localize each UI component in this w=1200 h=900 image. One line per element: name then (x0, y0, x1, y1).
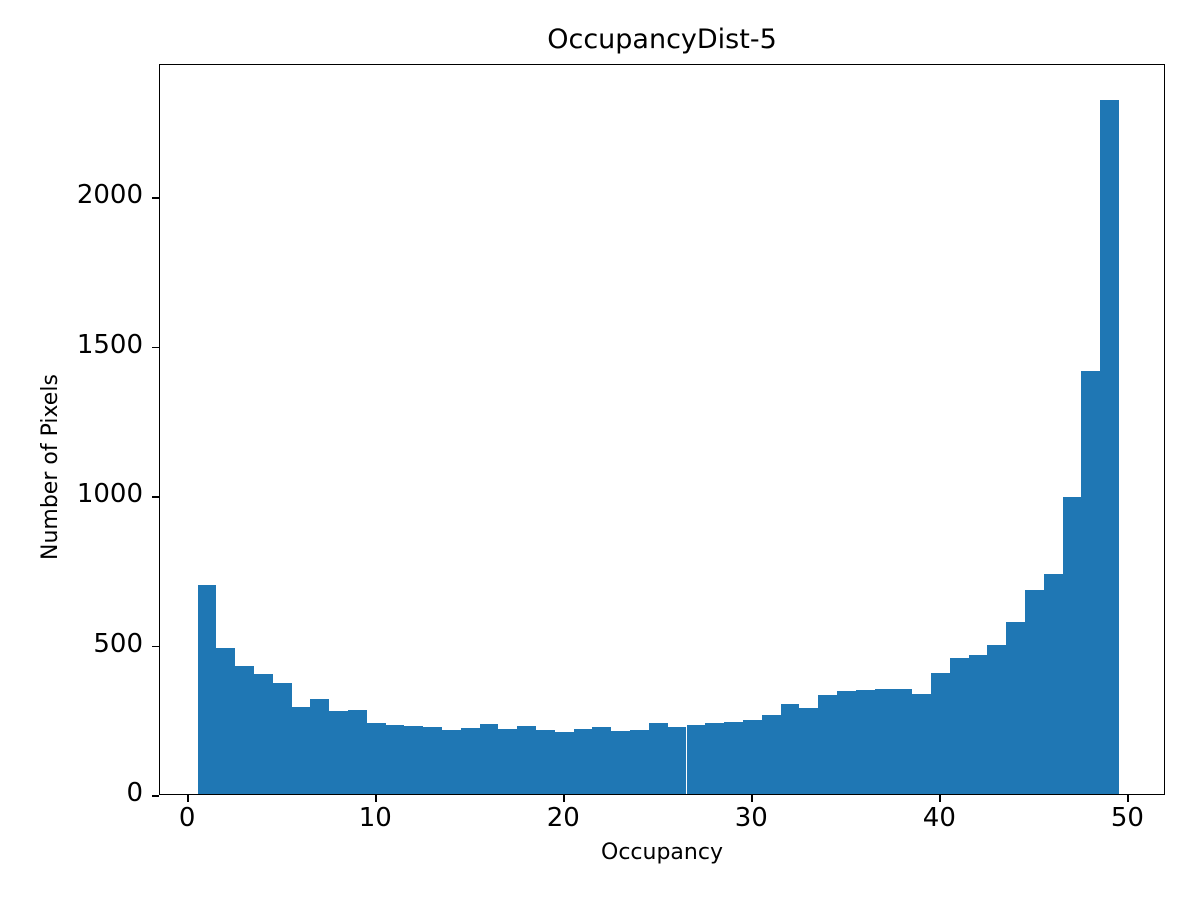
x-tick-mark (751, 795, 753, 802)
histogram-bar (968, 654, 988, 794)
histogram-bar (479, 723, 499, 794)
x-tick-label: 40 (922, 803, 956, 833)
histogram-bar (554, 732, 574, 794)
histogram-bar (254, 673, 273, 794)
x-tick-label: 10 (358, 803, 392, 833)
histogram-bar (423, 727, 443, 794)
x-tick-label: 50 (1110, 803, 1144, 833)
histogram-bar (197, 585, 217, 794)
histogram-bar (855, 689, 875, 794)
histogram-bar (836, 691, 856, 794)
histogram-bar (1062, 497, 1082, 794)
histogram-bar (630, 729, 649, 794)
histogram-bar (705, 722, 725, 794)
histogram-bars (160, 65, 1164, 794)
histogram-bar (592, 727, 612, 794)
histogram-bar (385, 724, 405, 794)
histogram-bar (366, 723, 386, 794)
histogram-bar (930, 673, 950, 794)
x-axis-label: Occupancy (601, 840, 723, 865)
histogram-bar (517, 726, 537, 794)
histogram-bar (667, 727, 687, 794)
histogram-bar (1006, 622, 1025, 794)
histogram-bar (742, 719, 762, 794)
histogram-bar (216, 648, 236, 794)
histogram-bar (893, 688, 913, 794)
y-tick-mark (152, 197, 159, 199)
histogram-bar (1100, 100, 1119, 794)
page-title: OccupancyDist-5 (547, 24, 777, 55)
histogram-bar (611, 730, 631, 794)
histogram-bar (780, 703, 800, 794)
histogram-bar (724, 721, 743, 794)
histogram-bar (235, 665, 254, 794)
histogram-bar (761, 714, 781, 794)
histogram-bar (686, 725, 706, 794)
x-tick-mark (939, 795, 941, 802)
histogram-bar (498, 728, 518, 794)
histogram-bar (536, 730, 555, 794)
histogram-bar (404, 725, 424, 794)
y-tick-label: 2000 (76, 180, 143, 211)
histogram-bar (442, 730, 461, 794)
y-tick-label: 500 (93, 628, 143, 659)
y-tick-mark (152, 645, 159, 648)
y-tick-mark (152, 795, 159, 797)
histogram-bar (1024, 589, 1044, 794)
histogram-bar (348, 709, 367, 794)
histogram-bar (1043, 573, 1063, 794)
y-tick-mark (152, 346, 159, 349)
x-tick-mark (187, 795, 189, 802)
y-tick-label: 0 (126, 778, 143, 808)
histogram-bar (1081, 371, 1101, 794)
histogram-bar (460, 728, 480, 794)
histogram-bar (648, 723, 668, 794)
histogram-bar (573, 728, 593, 794)
histogram-bar (310, 699, 330, 794)
x-tick-label: 30 (734, 803, 768, 833)
histogram-bar (874, 688, 894, 794)
plot-area (159, 64, 1165, 795)
y-axis-label: Number of Pixels (38, 374, 63, 560)
histogram-bar (949, 658, 969, 794)
x-tick-label: 20 (546, 803, 580, 833)
x-tick-mark (375, 795, 377, 802)
y-tick-mark (152, 496, 159, 498)
histogram-bar (818, 695, 837, 794)
y-tick-label: 1000 (76, 479, 143, 510)
y-tick-label: 1500 (76, 329, 143, 360)
x-tick-mark (1127, 795, 1129, 802)
histogram-bar (329, 711, 349, 794)
histogram-bar (912, 693, 931, 794)
x-tick-mark (563, 795, 565, 802)
histogram-bar (272, 682, 292, 794)
histogram-bar (987, 644, 1007, 794)
histogram-bar (291, 707, 311, 794)
histogram-bar (799, 707, 819, 794)
x-tick-label: 0 (178, 803, 196, 833)
